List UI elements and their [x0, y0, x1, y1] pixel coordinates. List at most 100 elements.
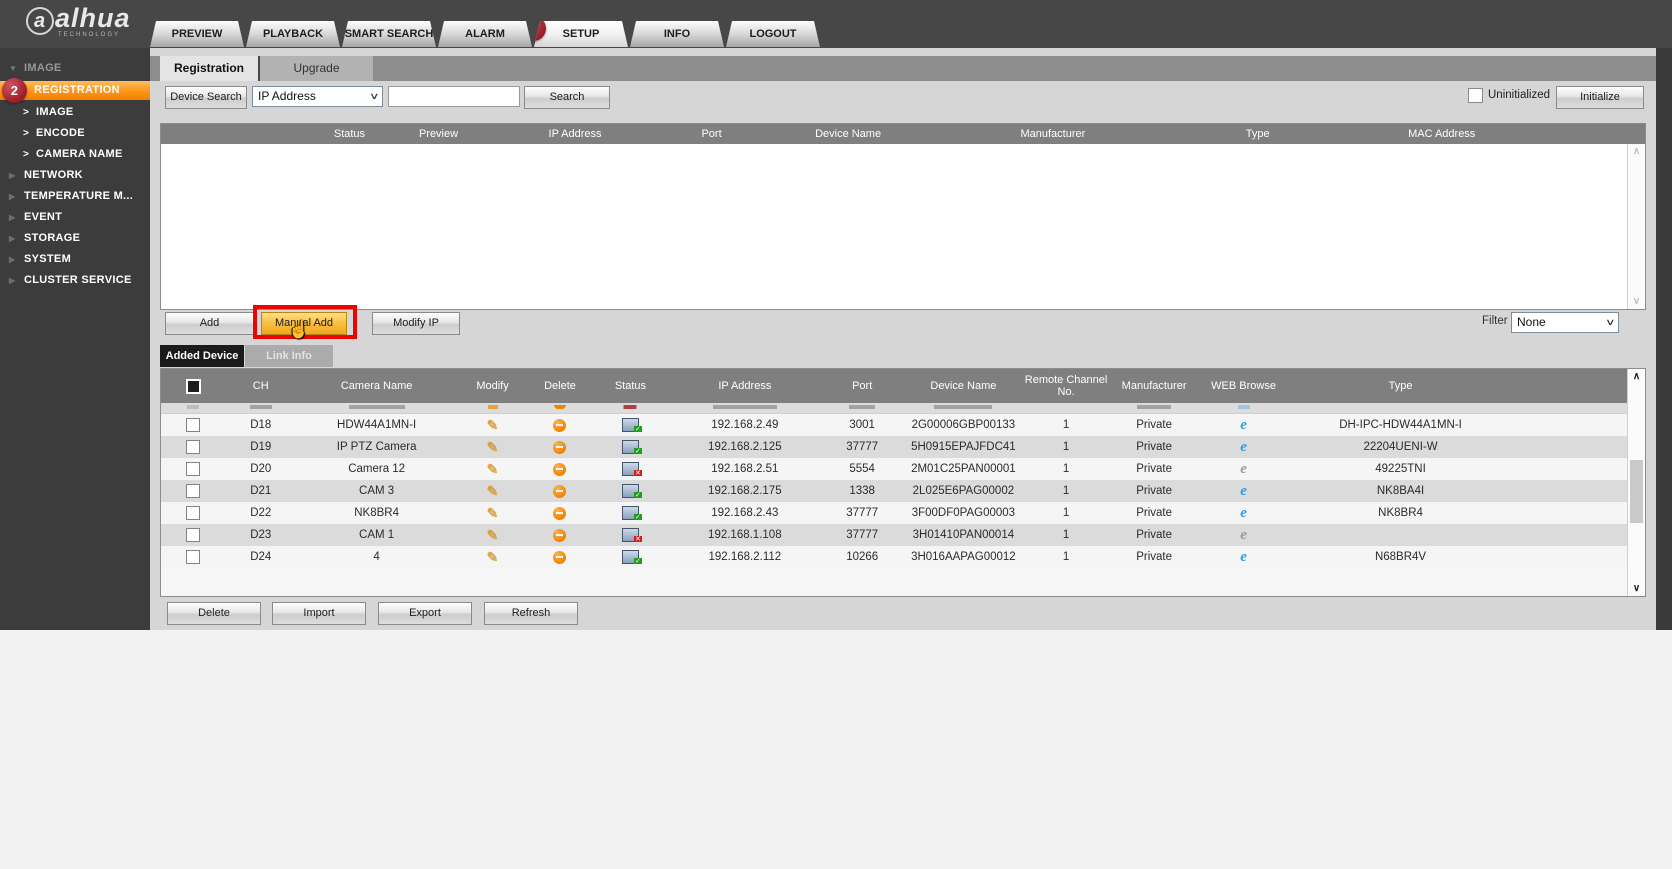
modify-pencil-icon[interactable]: ✎: [486, 438, 499, 455]
remote-channel-cell: 1: [1062, 551, 1070, 563]
delete-cell: [528, 418, 593, 432]
row-checkbox[interactable]: [186, 418, 201, 432]
add-button[interactable]: Add: [165, 312, 254, 335]
registration-content: Registration Upgrade Device Search IP Ad…: [150, 48, 1656, 630]
sidebar-group-cluster-service[interactable]: ▶ CLUSTER SERVICE: [0, 270, 150, 291]
sidebar-item-registration[interactable]: REGISTRATION 2: [0, 78, 150, 103]
column-header-label: Device Name: [930, 380, 997, 392]
sidebar-group-event[interactable]: ▶ EVENT: [0, 207, 150, 228]
delete-icon[interactable]: [553, 440, 567, 454]
web-browse-icon[interactable]: e: [1240, 504, 1247, 521]
status-cell: ✓: [592, 550, 668, 564]
nav-tab-smart-search[interactable]: SMART SEARCH: [342, 21, 436, 47]
nav-tab-info[interactable]: INFO: [630, 21, 724, 47]
scroll-up-icon[interactable]: ∧: [1632, 371, 1641, 382]
modify-pencil-icon[interactable]: ✎: [486, 526, 499, 543]
status-offline-icon: ✕: [621, 462, 642, 476]
scroll-down-icon[interactable]: ∨: [1632, 583, 1641, 594]
delete-icon[interactable]: [553, 528, 567, 542]
triangle-right-icon: ▶: [9, 276, 16, 285]
sidebar-group-network[interactable]: ▶ NETWORK: [0, 165, 150, 186]
modify-pencil-icon[interactable]: ✎: [486, 482, 499, 499]
nav-tab-logout[interactable]: LOGOUT: [726, 21, 820, 47]
web-browse-icon[interactable]: e: [1240, 416, 1247, 433]
export-button[interactable]: Export: [378, 602, 472, 625]
modify-pencil-icon[interactable]: ✎: [486, 548, 499, 565]
refresh-button[interactable]: Refresh: [484, 602, 578, 625]
sidebar-item-label: STORAGE: [24, 232, 81, 244]
nav-tab-playback[interactable]: PLAYBACK: [246, 21, 340, 47]
sidebar-item-label: CLUSTER SERVICE: [24, 274, 132, 286]
nav-tab-preview[interactable]: PREVIEW: [150, 21, 244, 47]
modify-pencil-icon[interactable]: ✎: [486, 460, 499, 477]
delete-icon[interactable]: [553, 484, 567, 498]
uninitialized-checkbox[interactable]: [1468, 88, 1483, 103]
checkbox-cell: [161, 484, 226, 498]
added-table-scrollbar[interactable]: ∧ ∨: [1627, 369, 1645, 596]
select-all-checkbox[interactable]: [185, 378, 201, 394]
table-row: D20 Camera 12 ✎ ✕ 192.168.2.51 5554 2M01C25PAN…: [161, 458, 1628, 480]
sidebar-group-image[interactable]: ▼ IMAGE: [0, 58, 150, 79]
nav-tab-setup[interactable]: SETUP 1: [534, 21, 628, 47]
web-browse-icon[interactable]: e: [1240, 482, 1247, 499]
delete-icon[interactable]: [553, 462, 567, 476]
delete-icon[interactable]: [553, 418, 567, 432]
status-cell: ✓: [592, 506, 668, 520]
search-input[interactable]: [388, 86, 520, 107]
web-browse-icon[interactable]: e: [1240, 548, 1247, 565]
camera-name-cell: NK8BR4: [354, 507, 399, 519]
scroll-up-icon[interactable]: ∧: [1632, 146, 1641, 157]
manual-add-button[interactable]: Manual Add: [261, 312, 347, 335]
modify-ip-button[interactable]: Modify IP: [372, 312, 460, 335]
manufacturer-cell: Private: [1136, 529, 1172, 541]
sidebar-group-system[interactable]: ▶ SYSTEM: [0, 249, 150, 270]
search-button[interactable]: Search: [524, 86, 610, 109]
delete-icon[interactable]: [553, 506, 567, 520]
right-edge-strip: [1656, 48, 1672, 630]
port-cell: 37777: [846, 507, 879, 519]
tab-upgrade[interactable]: Upgrade: [260, 56, 373, 81]
remote-channel-cell: 1: [1062, 463, 1070, 475]
column-header-label: Manufacturer: [1121, 380, 1187, 392]
search-type-select[interactable]: IP Address ∨: [252, 86, 383, 107]
scroll-down-icon[interactable]: ∨: [1632, 296, 1641, 307]
delete-cell: [528, 506, 593, 520]
filter-select[interactable]: None ∨: [1511, 312, 1619, 333]
modify-pencil-icon[interactable]: ✎: [486, 416, 499, 433]
column-header-manufacturer: Manufacturer: [1020, 128, 1086, 140]
sidebar-group-temperature-m[interactable]: ▶ TEMPERATURE M...: [0, 186, 150, 207]
import-button[interactable]: Import: [272, 602, 366, 625]
scrollbar-thumb[interactable]: [1630, 459, 1643, 524]
sidebar-group-storage[interactable]: ▶ STORAGE: [0, 228, 150, 249]
sidebar-item-image[interactable]: > IMAGE: [0, 102, 150, 123]
tab-added-device[interactable]: Added Device: [160, 345, 244, 367]
row-checkbox[interactable]: [186, 440, 201, 454]
row-checkbox[interactable]: [186, 462, 201, 476]
column-header-port: Port: [821, 380, 903, 392]
tab-registration[interactable]: Registration: [160, 56, 260, 81]
sidebar-item-encode[interactable]: > ENCODE: [0, 123, 150, 144]
check-icon: ✓: [633, 492, 642, 498]
sidebar-item-camera-name[interactable]: > CAMERA NAME: [0, 144, 150, 165]
row-checkbox[interactable]: [186, 550, 201, 564]
ip-address-cell: 192.168.2.175: [708, 485, 782, 497]
modify-pencil-icon[interactable]: ✎: [486, 504, 499, 521]
search-table-header: Status Preview IP Address Port Device Name Ma…: [161, 124, 1645, 144]
delete-button[interactable]: Delete: [167, 602, 261, 625]
row-checkbox[interactable]: [186, 528, 201, 542]
device-search-button[interactable]: Device Search: [165, 86, 247, 109]
status-cell: ✓: [592, 440, 668, 454]
web-browse-icon[interactable]: e: [1240, 438, 1247, 455]
row-checkbox[interactable]: [186, 484, 201, 498]
delete-cell: [528, 440, 593, 454]
port-cell: 1338: [849, 485, 875, 497]
row-checkbox[interactable]: [186, 506, 201, 520]
column-header-ip-address: IP Address: [669, 380, 822, 392]
tab-link-info[interactable]: Link Info: [245, 345, 333, 367]
search-table-scrollbar[interactable]: ∧ ∨: [1627, 144, 1645, 309]
dahua-logo-text: a alhua: [26, 3, 131, 35]
delete-icon[interactable]: [553, 550, 567, 564]
nav-tab-alarm[interactable]: ALARM: [438, 21, 532, 47]
initialize-button[interactable]: Initialize: [1556, 86, 1644, 109]
